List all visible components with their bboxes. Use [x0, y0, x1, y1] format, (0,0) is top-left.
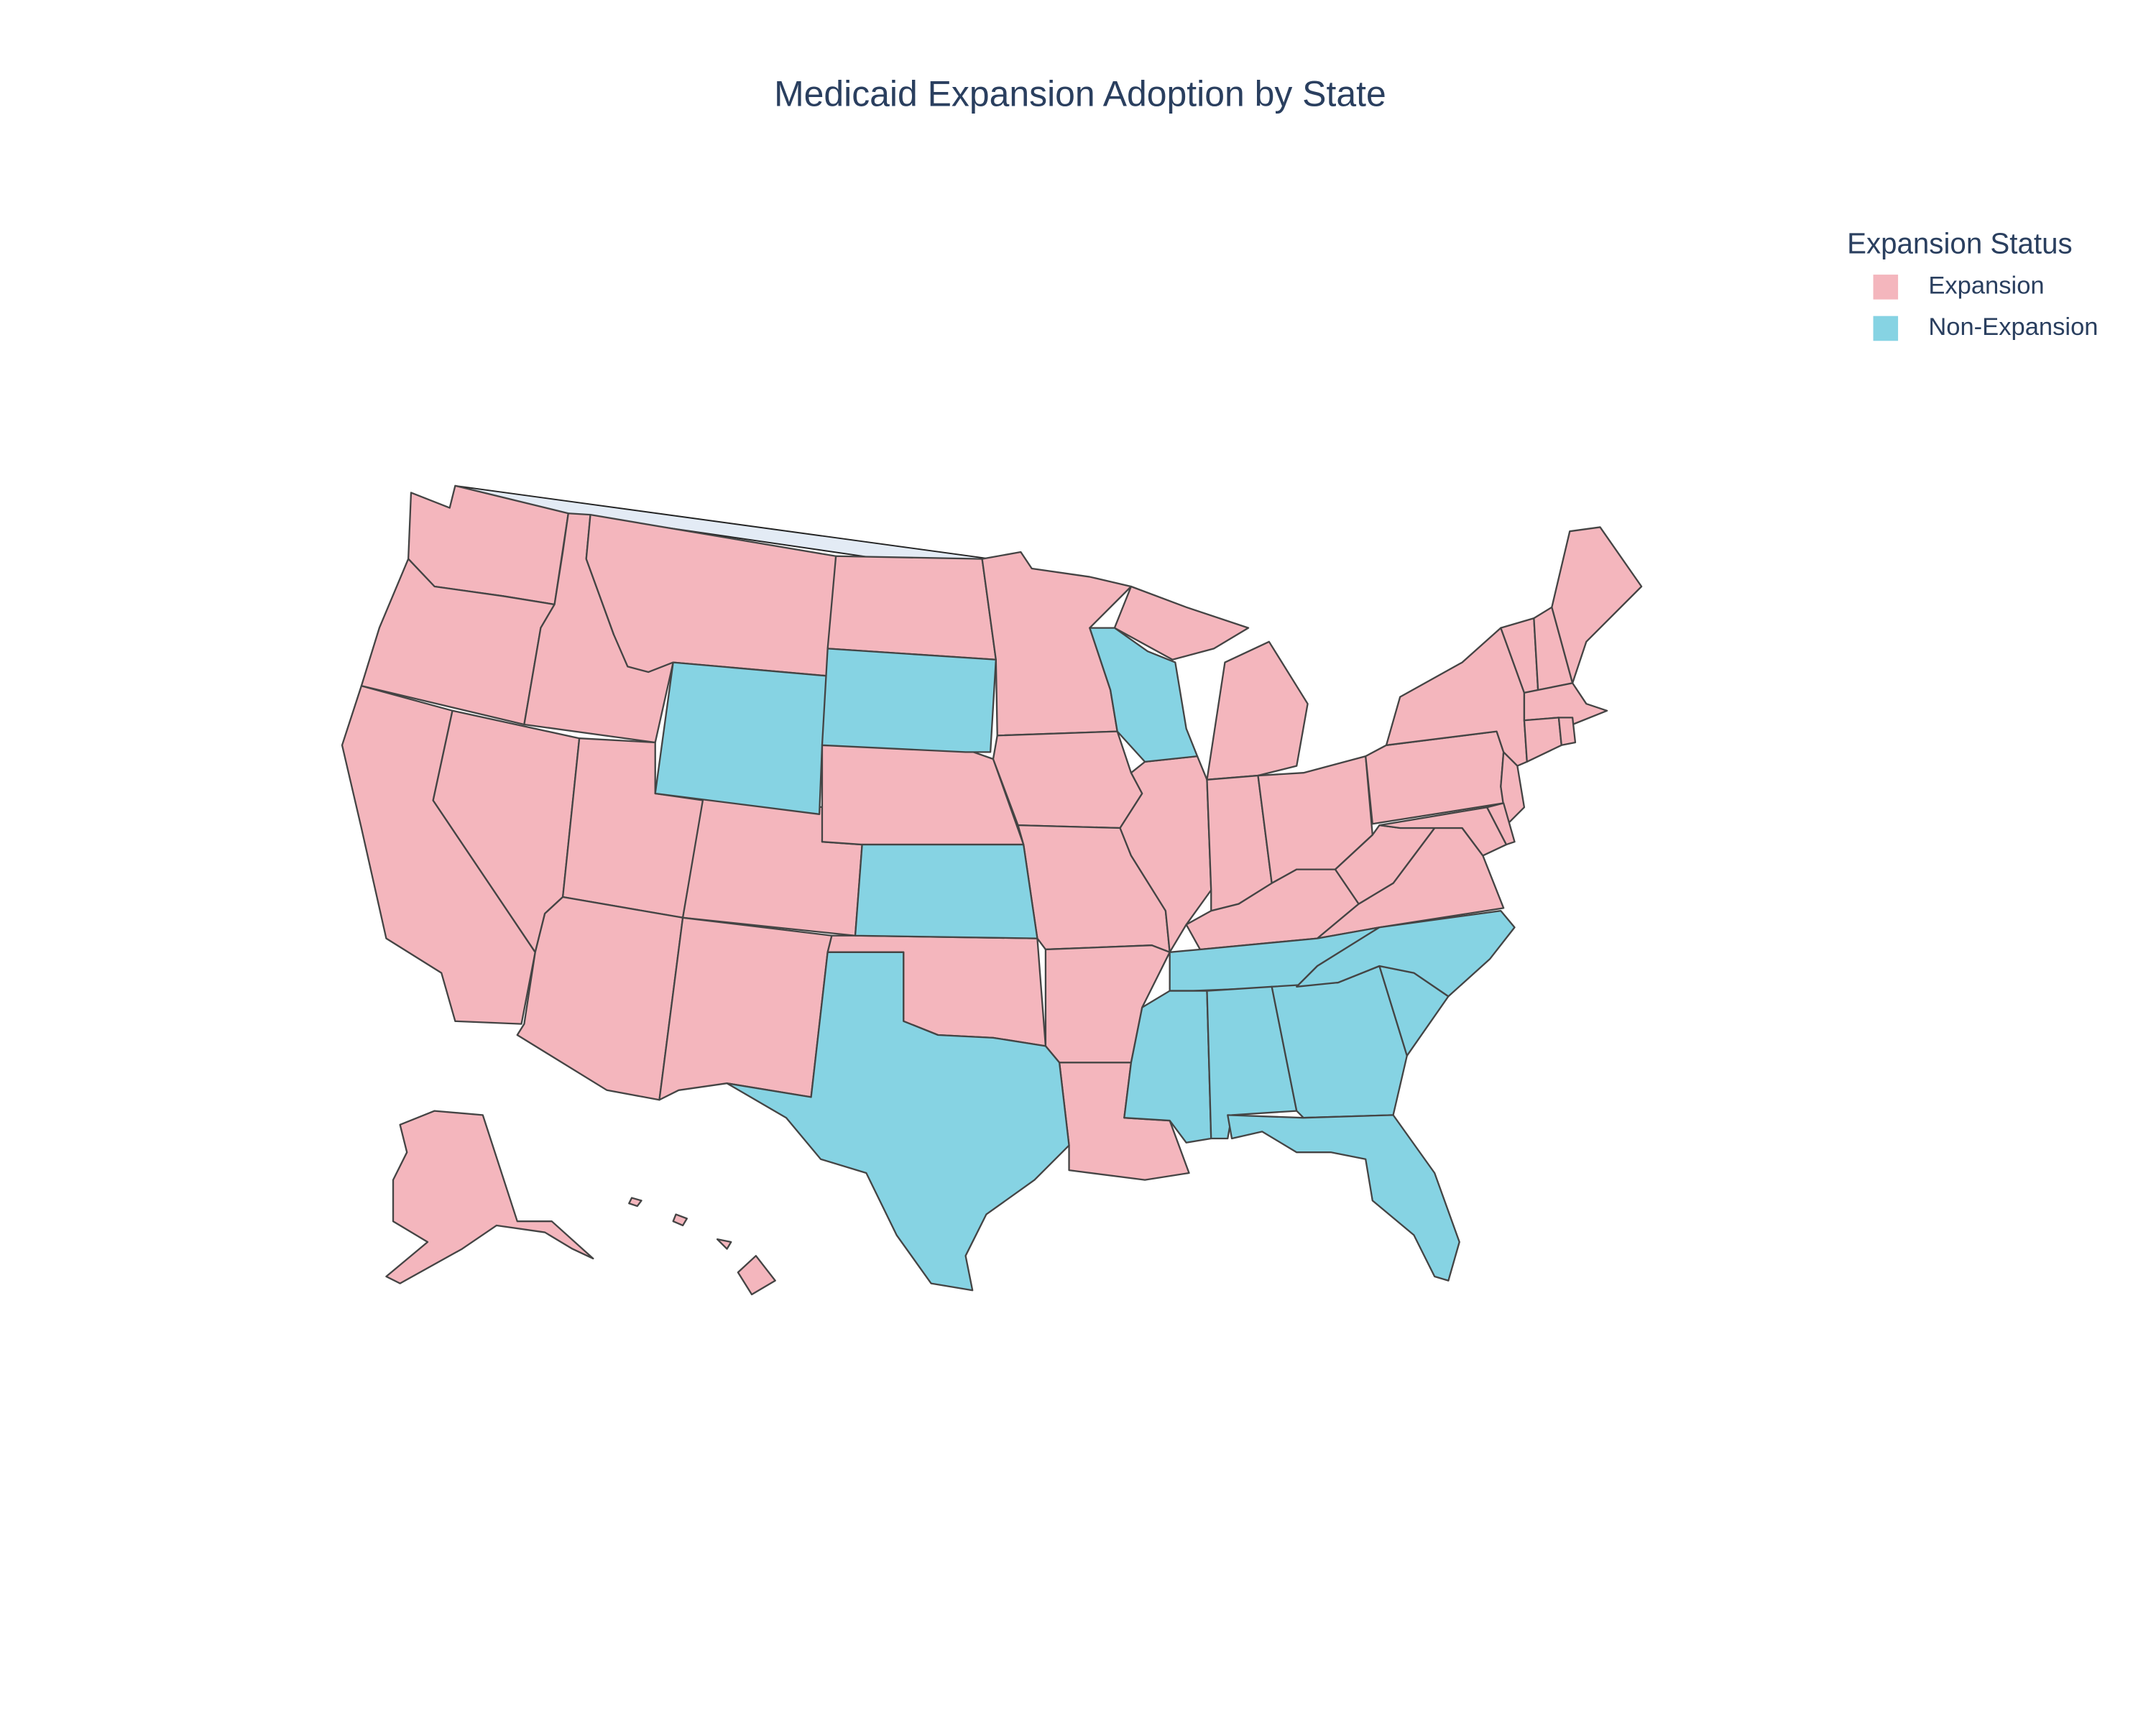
state-shape — [1089, 627, 1199, 763]
state — [821, 648, 997, 753]
state-shape — [716, 1238, 732, 1250]
state — [1089, 627, 1199, 763]
legend-swatch — [1873, 275, 1899, 300]
states — [341, 484, 1643, 1296]
state-shape — [826, 555, 997, 661]
state — [385, 1110, 594, 1284]
state-shape — [821, 648, 997, 753]
state-shape — [1227, 1114, 1460, 1282]
legend: Expansion Non-Expansion — [1873, 272, 2099, 341]
state-shape — [385, 1110, 594, 1284]
legend-title: Expansion Status — [1847, 227, 2073, 259]
state — [1557, 717, 1577, 746]
state — [1485, 802, 1516, 846]
state-shape — [1485, 802, 1516, 846]
map-root: Medicaid Expansion Adoption by State Exp… — [341, 74, 2099, 1296]
state-shape — [737, 1255, 776, 1296]
legend-label: Non-Expansion — [1928, 313, 2098, 341]
state-shape — [1500, 751, 1526, 827]
state-shape — [516, 896, 684, 1101]
state-shape — [854, 843, 1038, 939]
state-shape — [1296, 910, 1516, 998]
state-shape — [726, 951, 1070, 1292]
state — [854, 843, 1038, 939]
state-shape — [672, 1213, 688, 1227]
legend-swatch — [1873, 316, 1899, 341]
chart-title: Medicaid Expansion Adoption by State — [774, 74, 1386, 114]
state — [1523, 717, 1562, 763]
state — [658, 916, 833, 1101]
state — [516, 896, 684, 1101]
state — [628, 1197, 776, 1296]
state-shape — [628, 1197, 642, 1208]
state — [726, 951, 1070, 1292]
state-shape — [1523, 717, 1562, 763]
state-shape — [1206, 640, 1309, 781]
state — [654, 661, 831, 815]
state-shape — [658, 916, 833, 1101]
state-shape — [1557, 717, 1577, 746]
state — [1500, 751, 1526, 827]
state — [992, 730, 1143, 829]
state — [1227, 1114, 1460, 1282]
state-shape — [654, 661, 831, 815]
legend-label: Expansion — [1928, 272, 2044, 299]
state-shape — [992, 730, 1143, 829]
state — [1113, 585, 1309, 781]
state — [826, 555, 997, 661]
state — [1296, 910, 1516, 998]
